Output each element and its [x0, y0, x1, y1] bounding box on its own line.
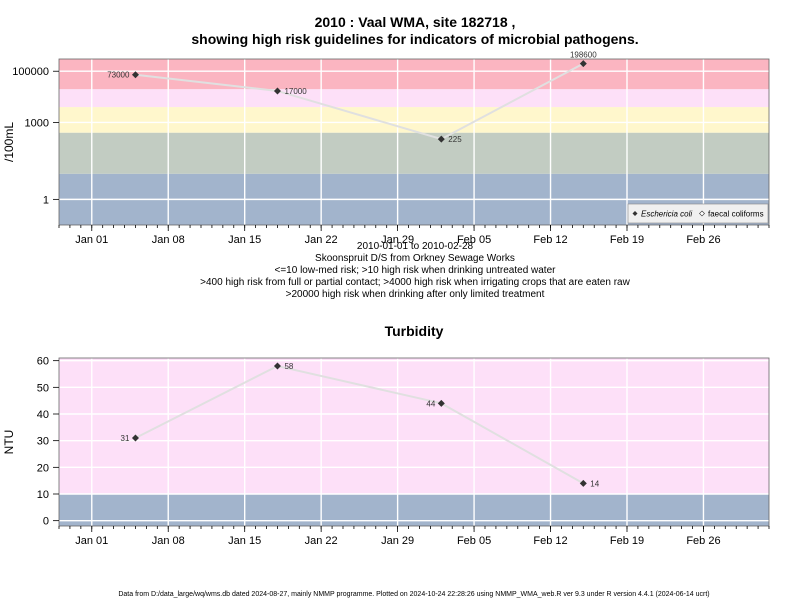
y-tick-label-3: 30: [37, 436, 49, 448]
data-point-2: [437, 135, 445, 143]
y-axis-label: /100mL: [2, 122, 16, 162]
x-tick-label-6: Feb 12: [533, 234, 567, 246]
series-line-0: [135, 364, 584, 485]
caption-line-3: <=10 low-med risk; >10 high risk when dr…: [275, 265, 557, 276]
data-label-1: 58: [284, 362, 293, 371]
data-label-3: 198600: [570, 51, 597, 60]
y-axis: [53, 70, 59, 200]
x-tick-label-4: Jan 29: [381, 535, 414, 547]
x-tick-label-1: Jan 08: [152, 535, 185, 547]
x-tick-label-2: Jan 15: [228, 535, 261, 547]
data-label-0: 31: [121, 434, 130, 443]
data-point-2: [437, 399, 445, 407]
data-label-2: 44: [426, 399, 435, 408]
y-tick-label-1: 1000: [25, 117, 49, 129]
caption-line-5: >20000 high risk when drinking after onl…: [286, 289, 545, 300]
x-tick-label-3: Jan 22: [305, 234, 338, 246]
y-tick-label-0: 1: [43, 194, 49, 206]
main-title-line1: 2010 : Vaal WMA, site 182718 ,: [315, 14, 516, 30]
risk-band-2: [59, 107, 769, 133]
series-line-0: [135, 62, 584, 141]
risk-band-4: [59, 59, 769, 90]
data-point-0: [131, 71, 139, 79]
y-tick-label-2: 100000: [12, 66, 49, 78]
data-label-2: 225: [448, 135, 462, 144]
y-tick-label-2: 20: [37, 462, 49, 474]
x-tick-label-3: Jan 22: [305, 535, 338, 547]
caption-line-4: >400 high risk from full or partial cont…: [200, 277, 630, 288]
x-tick-label-7: Feb 19: [610, 535, 644, 547]
data-point-1: [273, 362, 281, 370]
y-tick-label-4: 40: [37, 409, 49, 421]
turbidity-panel: Jan 01 Jan 08 Jan 15 Jan 22 Jan 29 Feb 05 Feb …: [2, 356, 770, 547]
risk-band-3: [59, 89, 769, 108]
footer-note: Data from D:/data_large/wq/wms.db dated …: [118, 591, 709, 598]
plot-border: [58, 58, 770, 226]
legend-marker-1: [699, 210, 705, 217]
x-axis: [58, 526, 770, 532]
y-tick-label-6: 60: [37, 356, 49, 368]
x-tick-label-7: Feb 19: [610, 234, 644, 246]
x-tick-label-0: Jan 01: [75, 234, 108, 246]
top-caption: 2010-01-01 to 2010-02-28 Skoonspruit D/S…: [200, 241, 630, 300]
data-label-3: 14: [590, 479, 599, 488]
risk-band-1: [59, 358, 769, 494]
y-tick-label-0: 0: [43, 516, 49, 528]
legend-marker-0: [632, 211, 638, 216]
y-tick-label-5: 50: [37, 382, 49, 394]
x-tick-label-4: Jan 29: [381, 234, 414, 246]
data-point-3: [579, 479, 587, 487]
x-tick-label-1: Jan 08: [152, 234, 185, 246]
ecoli-panel: Jan 01 Jan 08 Jan 15 Jan 22 Jan 29 Feb 05 Feb …: [2, 51, 770, 246]
y-axis: [53, 360, 59, 522]
y-axis-label: NTU: [2, 430, 16, 455]
x-tick-label-8: Feb 26: [686, 234, 720, 246]
caption-line-1: 2010-01-01 to 2010-02-28: [357, 241, 474, 252]
data-point-3: [579, 60, 587, 68]
data-point-1: [273, 87, 281, 95]
caption-line-2: Skoonspruit D/S from Orkney Sewage Works: [315, 253, 515, 264]
x-tick-label-6: Feb 12: [533, 535, 567, 547]
data-label-0: 73000: [107, 71, 130, 80]
x-axis: [58, 225, 770, 231]
turbidity-title: Turbidity: [385, 323, 444, 339]
y-tick-label-1: 10: [37, 489, 49, 501]
x-tick-label-5: Feb 05: [457, 535, 491, 547]
legend: Eschericia coli faecal coliforms: [627, 203, 769, 224]
main-title-line2: showing high risk guidelines for indicat…: [191, 31, 638, 47]
legend-box: [627, 203, 769, 224]
x-tick-label-5: Feb 05: [457, 234, 491, 246]
data-label-1: 17000: [284, 87, 307, 96]
risk-band-1: [59, 132, 769, 174]
gridlines: [59, 358, 769, 526]
legend-entry-1: faecal coliforms: [708, 210, 764, 219]
x-tick-label-8: Feb 26: [686, 535, 720, 547]
x-tick-label-2: Jan 15: [228, 234, 261, 246]
legend-entry-0: Eschericia coli: [641, 210, 692, 219]
x-tick-label-0: Jan 01: [75, 535, 108, 547]
plot-border: [58, 357, 770, 527]
data-point-0: [131, 434, 139, 442]
